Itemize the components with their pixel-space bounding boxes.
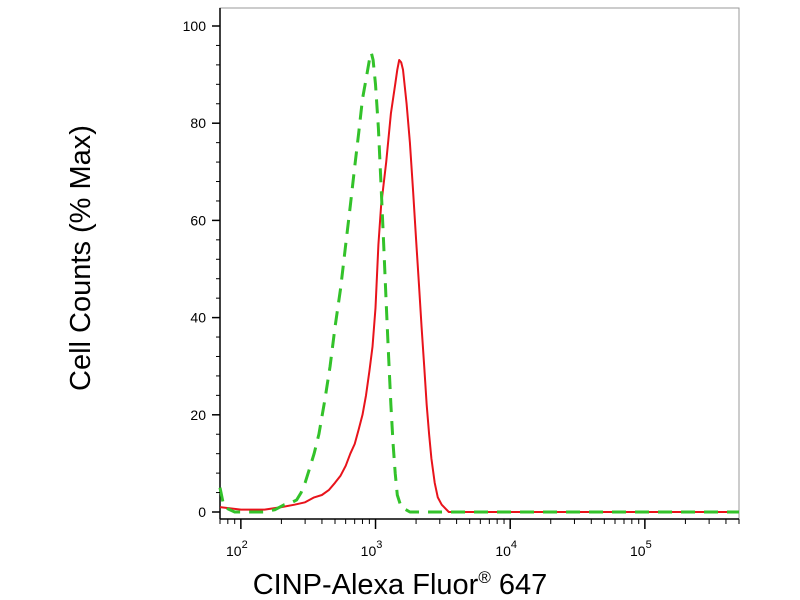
x-axis: 102 103 104 105: [219, 519, 740, 559]
plot-frame: [219, 7, 740, 520]
x-axis-title: CINP-Alexa Fluor® 647: [253, 568, 548, 600]
y-tick-label: 80: [190, 115, 206, 131]
x-axis-title-main: CINP-Alexa Fluor: [253, 569, 479, 600]
y-tick-label: 20: [190, 407, 206, 423]
y-tick-label: 60: [190, 212, 206, 228]
series-line-green-dashed: [218, 51, 739, 514]
x-tick-label: 105: [630, 539, 652, 559]
x-axis-title-suffix: 647: [491, 569, 547, 600]
y-tick-label: 100: [183, 18, 207, 34]
y-tick-label: 0: [198, 504, 206, 520]
x-axis-title-registered-mark: ®: [478, 568, 491, 587]
plot-border: [219, 7, 740, 520]
x-tick-label: 104: [495, 539, 517, 559]
x-tick-label: 103: [361, 539, 383, 559]
y-axis-title: Cell Counts (% Max): [65, 125, 97, 391]
series-line-red-solid: [219, 59, 739, 513]
y-tick-label: 40: [190, 310, 206, 326]
x-tick-label: 102: [226, 539, 248, 559]
y-axis: 0 20 40 60 80 100: [183, 18, 220, 520]
series-layer: [218, 51, 739, 514]
